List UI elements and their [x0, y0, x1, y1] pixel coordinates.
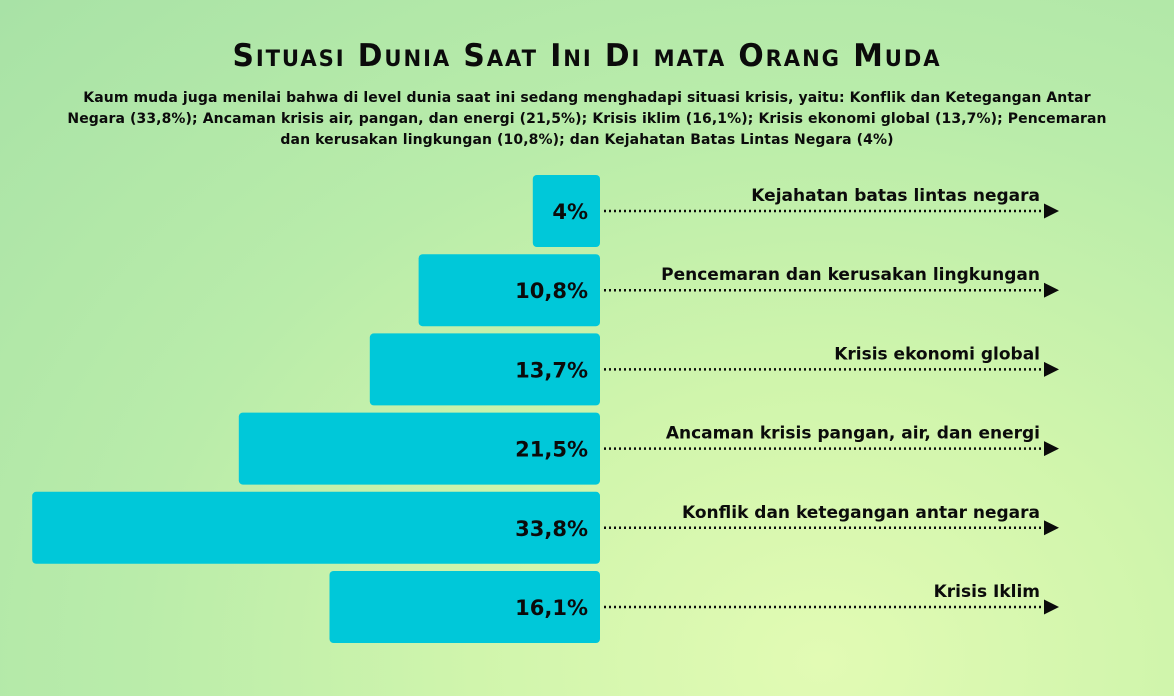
bar-group: 13,7% Krisis ekonomi global [369, 333, 1059, 406]
category-label: Kejahatan batas lintas negara [751, 186, 1040, 206]
value-label: 10,8% [515, 279, 588, 303]
category-label: Ancaman krisis pangan, air, dan energi [666, 424, 1040, 444]
bar-group: 4% Kejahatan batas lintas negara [532, 175, 1059, 247]
bar [329, 571, 600, 643]
bar [532, 175, 600, 247]
bar [418, 254, 600, 327]
bar-group: 10,8% Pencemaran dan kerusakan lingkungan [418, 254, 1059, 327]
value-label: 33,8% [515, 517, 588, 541]
bar [238, 412, 601, 485]
category-label: Pencemaran dan kerusakan lingkungan [661, 265, 1040, 285]
bar [32, 491, 600, 564]
value-label: 21,5% [515, 438, 588, 462]
bar-group: 21,5% Ancaman krisis pangan, air, dan ene… [238, 412, 1059, 485]
category-label: Krisis ekonomi global [834, 344, 1040, 364]
chart-subtitle: Kaum muda juga menilai bahwa di level du… [67, 90, 1107, 148]
value-label: 4% [552, 200, 588, 224]
bar-group: 16,1% Krisis Iklim [329, 571, 1059, 643]
category-label: Krisis Iklim [934, 582, 1040, 602]
bar-group: 33,8% Konflik dan ketegangan antar negara [32, 491, 1059, 564]
value-label: 13,7% [515, 358, 588, 382]
bar [369, 333, 600, 406]
value-label: 16,1% [515, 596, 588, 620]
chart-title: Situasi Dunia Saat Ini Di mata Orang Mud… [232, 38, 942, 74]
category-label: Konflik dan ketegangan antar negara [682, 503, 1040, 523]
